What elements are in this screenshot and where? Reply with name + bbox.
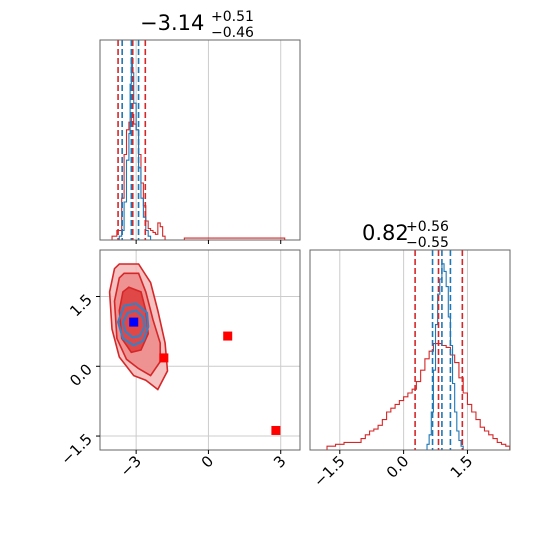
joint-x-tick-label-1: 0: [198, 452, 217, 471]
joint-blue-contour-1: [121, 309, 146, 339]
marginal-y-hist-series-0: [326, 343, 511, 450]
joint-axes-frame: [99, 249, 301, 451]
joint-panel: −3 0 3 −1.5 0.0 1.5: [57, 249, 301, 480]
title-x-lower: −0.46: [211, 25, 254, 41]
joint-marker-0: [129, 317, 139, 327]
marginal-y-tick-label-0: −1.5: [310, 452, 348, 490]
title-x-value: −3.14: [140, 11, 204, 35]
marginal-y-axes-frame: [309, 249, 511, 451]
marginal-y-hist-series-1: [424, 263, 468, 451]
joint-y-tick-label-0: −1.5: [57, 430, 95, 468]
marginal-y-panel: −1.5 0.0 1.5: [309, 249, 511, 491]
marginal-x-panel: [99, 39, 301, 244]
joint-y-tick-label-2: 1.5: [66, 291, 96, 321]
joint-x-tick-label-0: −3: [117, 452, 145, 480]
title-x-upper: +0.51: [211, 9, 254, 25]
marginal-y-tick-label-2: 1.5: [447, 452, 477, 482]
joint-y-tick-label-1: 0.0: [66, 360, 96, 390]
title-y-lower: −0.55: [406, 235, 449, 251]
joint-blue-contour-0: [116, 302, 150, 347]
title-y-value: 0.82: [362, 221, 409, 245]
joint-marker-2: [159, 353, 169, 363]
title-y-upper: +0.56: [406, 219, 449, 235]
joint-marker-1: [223, 331, 233, 341]
marginal-y-tick-label-1: 0.0: [383, 452, 413, 482]
marginal-x-axes-frame: [99, 39, 301, 241]
joint-marker-3: [271, 425, 281, 435]
joint-x-tick-label-2: 3: [270, 452, 289, 471]
